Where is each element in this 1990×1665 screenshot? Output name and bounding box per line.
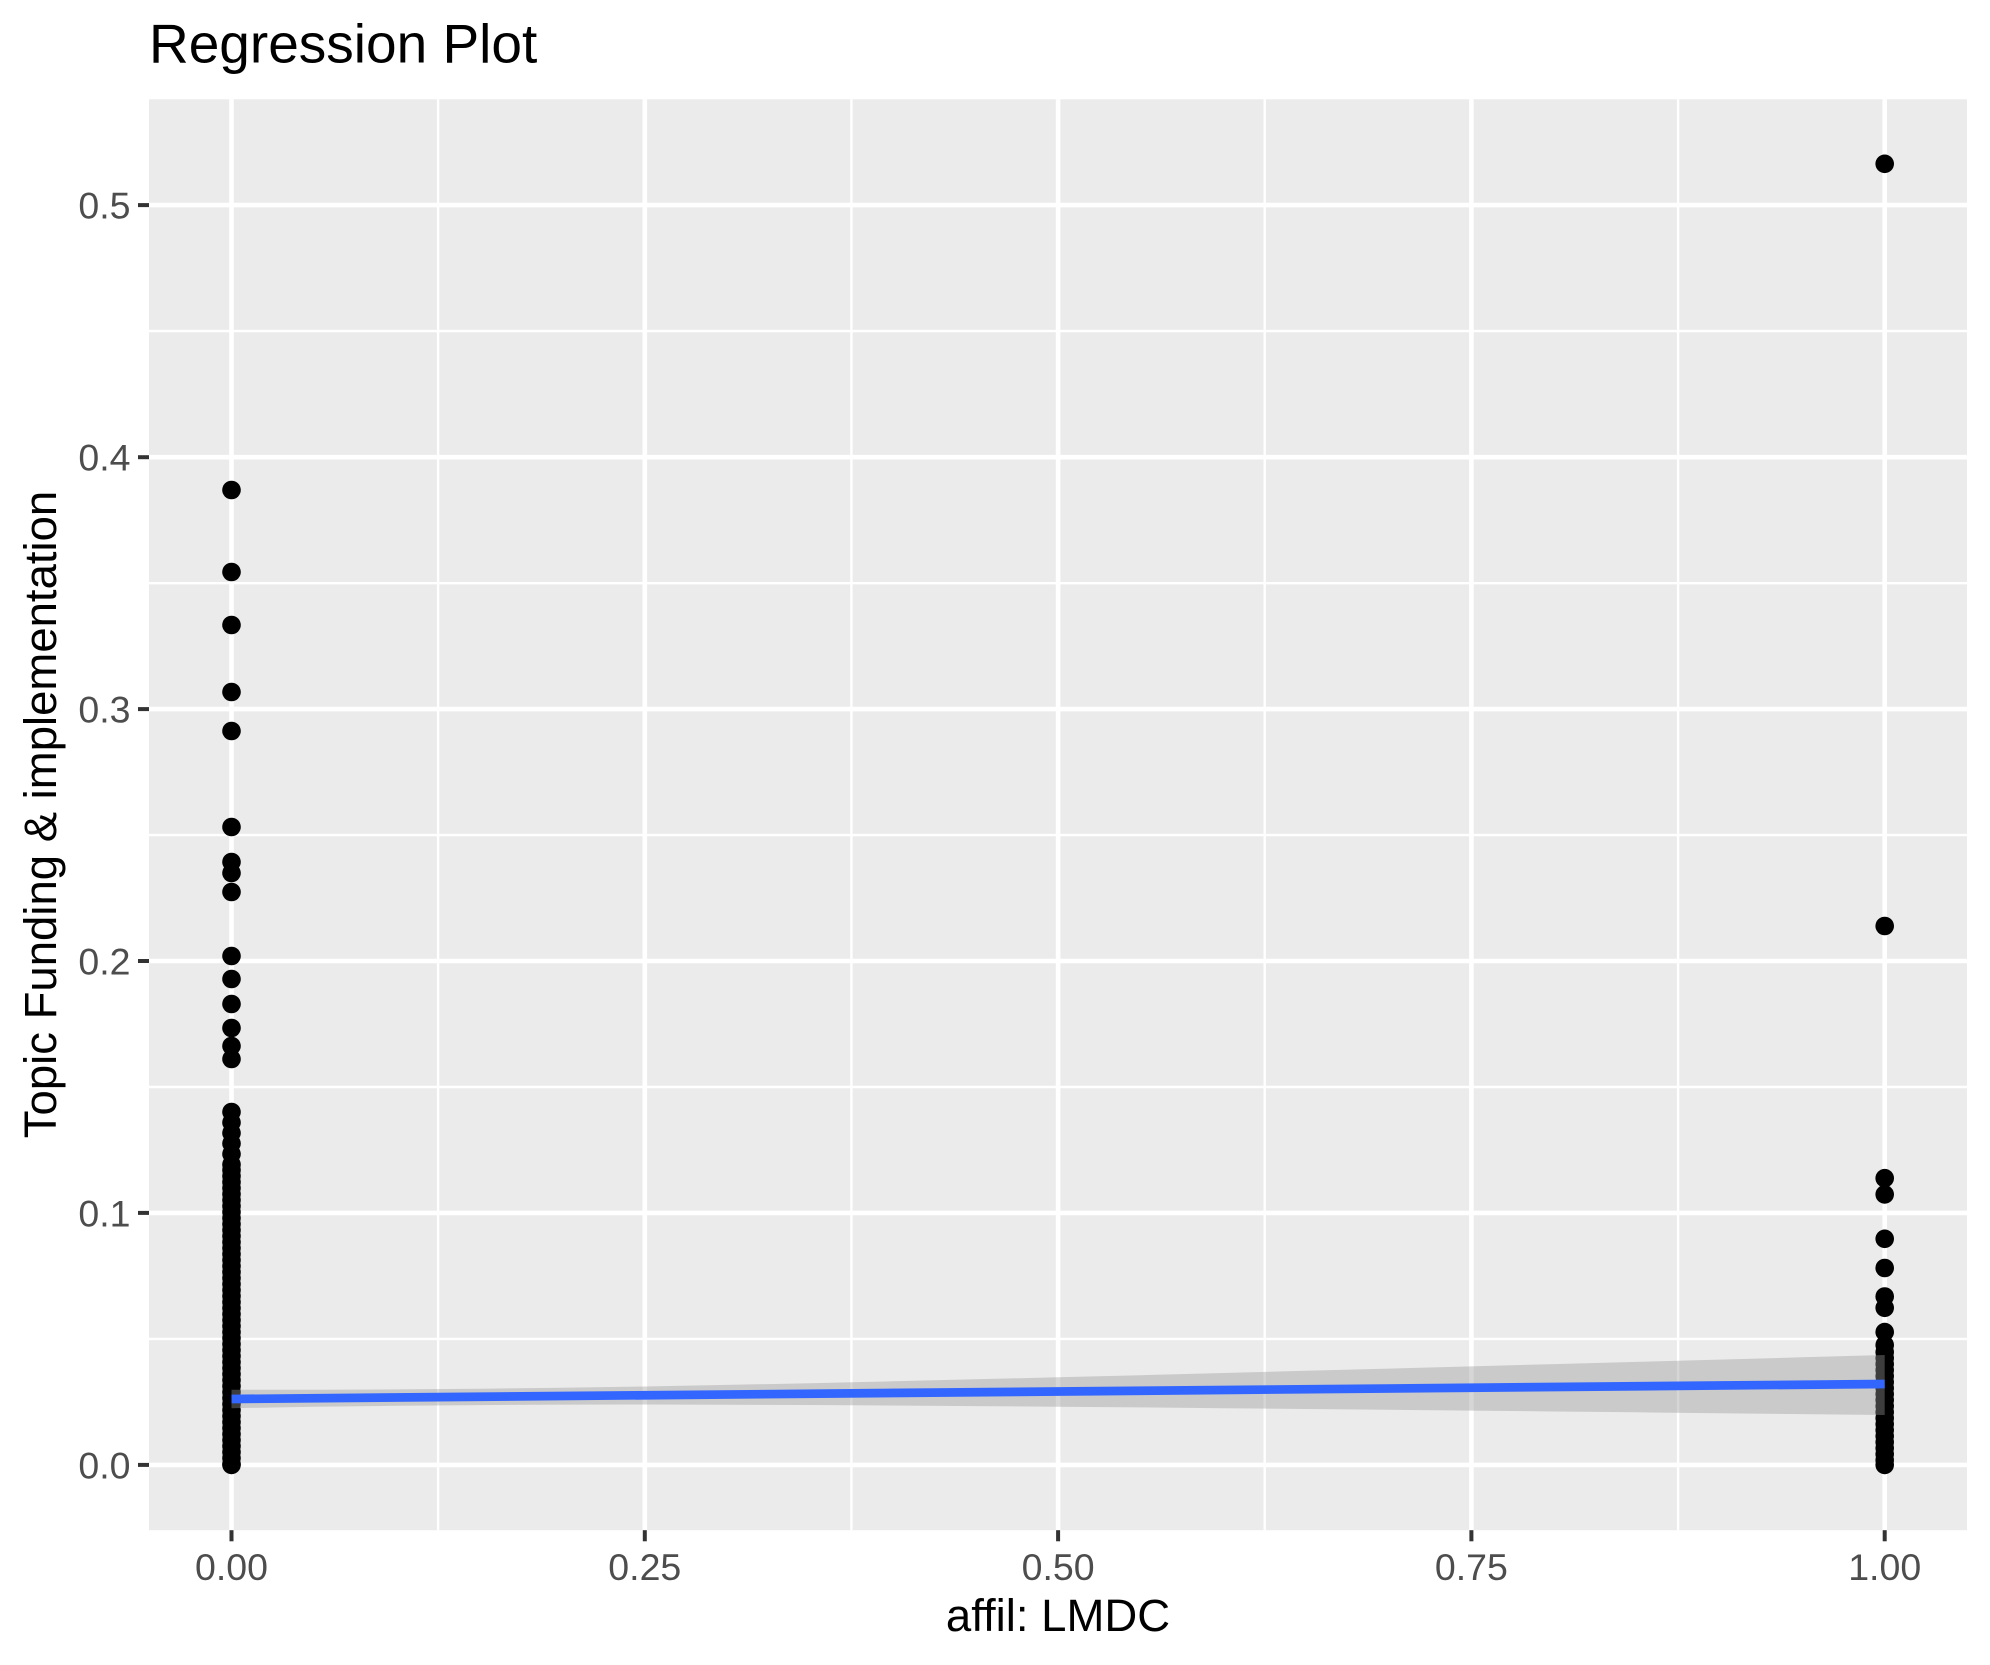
svg-text:0.1: 0.1 — [78, 1192, 130, 1234]
svg-text:0.4: 0.4 — [78, 437, 130, 479]
svg-text:0.5: 0.5 — [78, 185, 130, 227]
svg-text:0.75: 0.75 — [1435, 1546, 1508, 1588]
svg-text:0.00: 0.00 — [195, 1546, 268, 1588]
svg-text:Topic Funding & implementation: Topic Funding & implementation — [15, 491, 66, 1138]
svg-text:Regression Plot: Regression Plot — [149, 13, 537, 75]
svg-text:0.50: 0.50 — [1022, 1546, 1095, 1588]
svg-text:0.3: 0.3 — [78, 689, 130, 731]
svg-text:1.00: 1.00 — [1848, 1546, 1921, 1588]
svg-text:0.2: 0.2 — [78, 941, 130, 983]
svg-text:0.25: 0.25 — [608, 1546, 681, 1588]
svg-text:0.0: 0.0 — [78, 1444, 130, 1486]
svg-text:affil: LMDC: affil: LMDC — [946, 1590, 1170, 1641]
